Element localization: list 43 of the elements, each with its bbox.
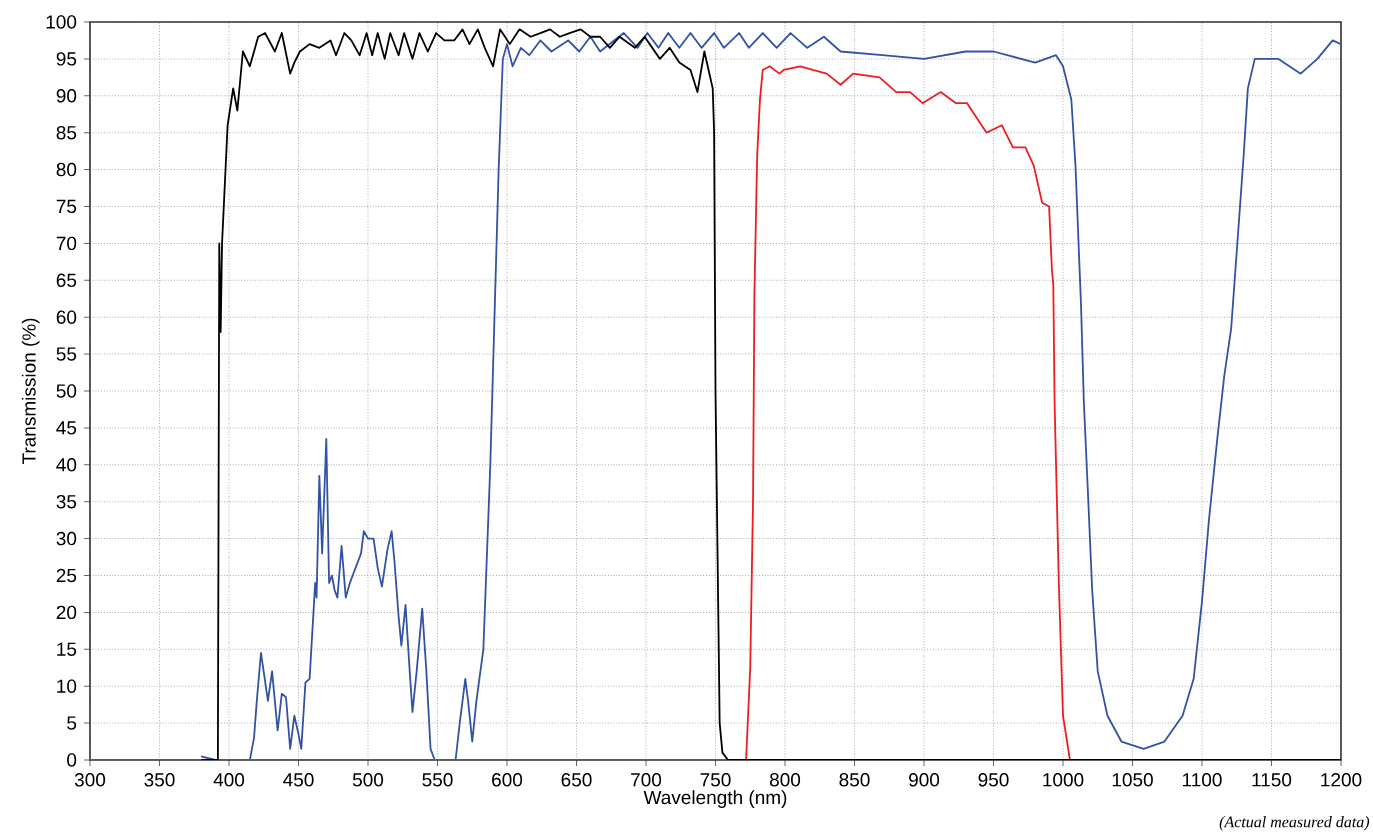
x-tick-label: 800 — [769, 773, 801, 787]
y-tick-label: 20 — [56, 605, 77, 620]
y-tick-label: 80 — [56, 162, 77, 177]
y-tick-label: 45 — [56, 421, 77, 435]
x-tick-label: 1100 — [1183, 773, 1222, 787]
y-tick-label: 50 — [56, 384, 77, 398]
y-tick-label: 5 — [67, 716, 77, 730]
y-tick-label: 55 — [56, 347, 77, 361]
x-tick-label: 550 — [422, 773, 453, 787]
x-tick-label: 400 — [213, 773, 245, 787]
y-tick-label: 0 — [67, 753, 77, 767]
y-tick-label: 85 — [56, 125, 77, 140]
y-tick-label: 35 — [56, 494, 77, 509]
y-tick-label: 15 — [57, 642, 77, 656]
x-tick-label: 950 — [978, 773, 1009, 787]
x-tick-label: 600 — [492, 773, 523, 787]
x-tick-label: 850 — [839, 773, 870, 787]
y-tick-label: 70 — [56, 236, 77, 251]
x-tick-label: 750 — [700, 773, 731, 787]
y-tick-label: 65 — [56, 273, 77, 288]
y-tick-label: 75 — [56, 199, 77, 214]
y-tick-label: 100 — [46, 15, 77, 29]
x-tick-label: 350 — [144, 773, 175, 787]
x-tick-label: 700 — [631, 773, 662, 787]
y-tick-label: 95 — [56, 52, 77, 66]
x-tick-label: 1150 — [1252, 773, 1292, 787]
x-tick-label: 900 — [909, 773, 940, 787]
x-tick-label: 650 — [561, 773, 592, 787]
x-tick-label: 1200 — [1321, 773, 1362, 787]
y-tick-label: 40 — [56, 458, 77, 472]
x-axis-title: Wavelength (nm) — [643, 790, 787, 808]
y-tick-label: 10 — [57, 679, 77, 693]
text: (Actual measured data) — [1219, 816, 1370, 831]
y-tick-label: 25 — [56, 568, 77, 583]
x-tick-label: 500 — [352, 773, 384, 787]
x-tick-label: 1050 — [1112, 773, 1153, 787]
y-tick-label: 60 — [56, 310, 77, 324]
x-tick-label: 1000 — [1043, 773, 1084, 787]
x-tick-label: 450 — [283, 773, 314, 787]
y-tick-label: 90 — [56, 89, 77, 103]
x-tick-label: 300 — [74, 773, 106, 787]
y-tick-label: 30 — [56, 531, 77, 546]
y-axis-title: Transmission (%) — [21, 318, 40, 465]
